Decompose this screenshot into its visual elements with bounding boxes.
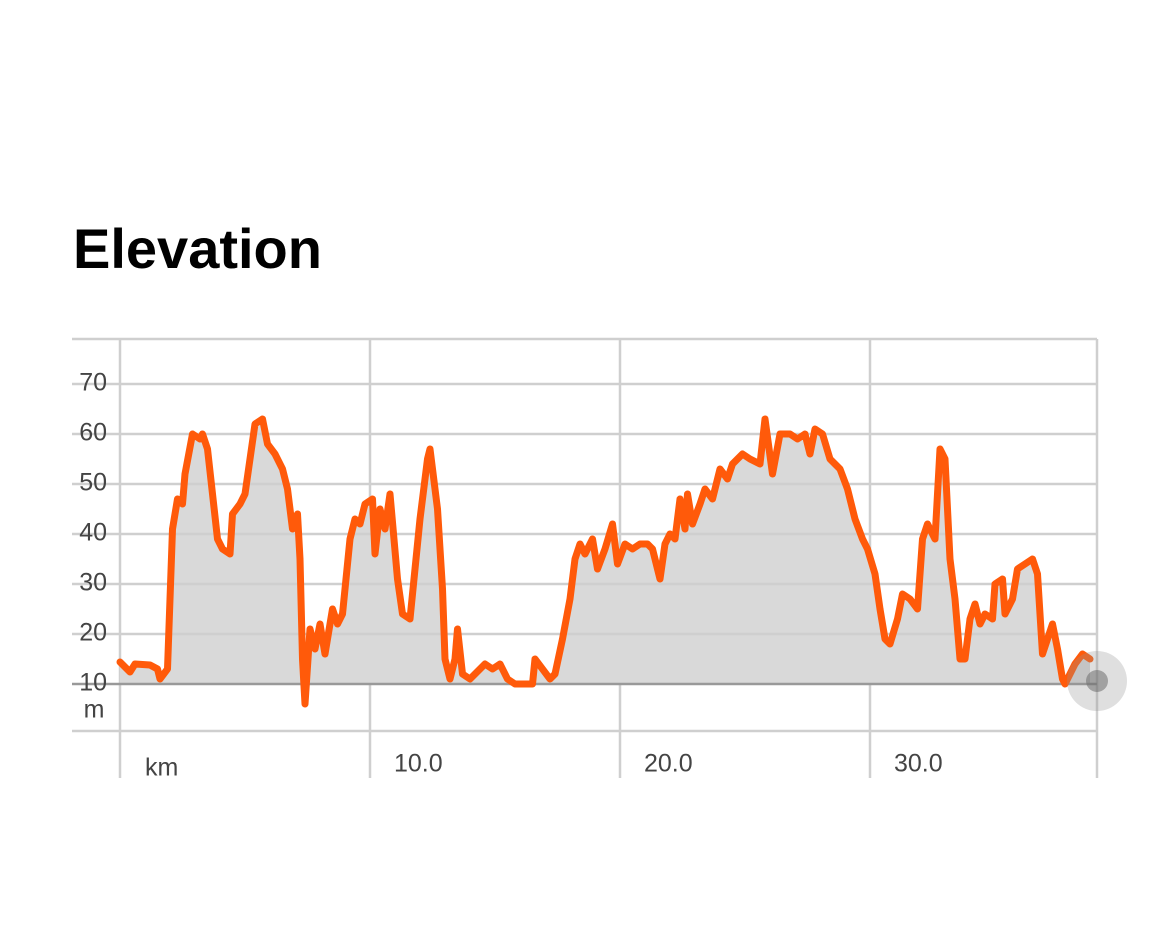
x-tick-label: 20.0 (644, 750, 693, 778)
x-tick-label: 30.0 (894, 750, 943, 778)
scrubber-dot (1086, 670, 1108, 692)
y-tick-label: 60 (79, 419, 107, 447)
y-axis-label: m (84, 696, 105, 724)
y-tick-label: 20 (79, 619, 107, 647)
y-tick-label: 70 (79, 369, 107, 397)
elevation-line (116, 415, 1094, 708)
y-tick-label: 10 (79, 669, 107, 697)
y-tick-label: 40 (79, 519, 107, 547)
chart-title: Elevation (73, 217, 322, 280)
x-axis-label: km (145, 754, 178, 782)
y-tick-label: 30 (79, 569, 107, 597)
y-tick-label: 50 (79, 469, 107, 497)
x-tick-label: 10.0 (394, 750, 443, 778)
